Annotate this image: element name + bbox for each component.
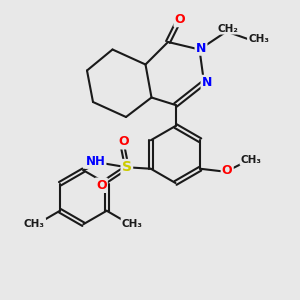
Text: CH₃: CH₃ (24, 219, 45, 229)
Text: O: O (222, 164, 232, 177)
Text: O: O (175, 13, 185, 26)
Text: CH₃: CH₃ (241, 155, 262, 165)
Text: CH₃: CH₃ (248, 34, 269, 44)
Text: CH₃: CH₃ (122, 219, 143, 229)
Text: N: N (202, 76, 212, 89)
Text: NH: NH (85, 155, 105, 168)
Text: S: S (122, 160, 132, 174)
Text: N: N (196, 41, 206, 55)
Text: O: O (96, 179, 106, 192)
Text: O: O (118, 135, 129, 148)
Text: CH₂: CH₂ (218, 23, 239, 34)
